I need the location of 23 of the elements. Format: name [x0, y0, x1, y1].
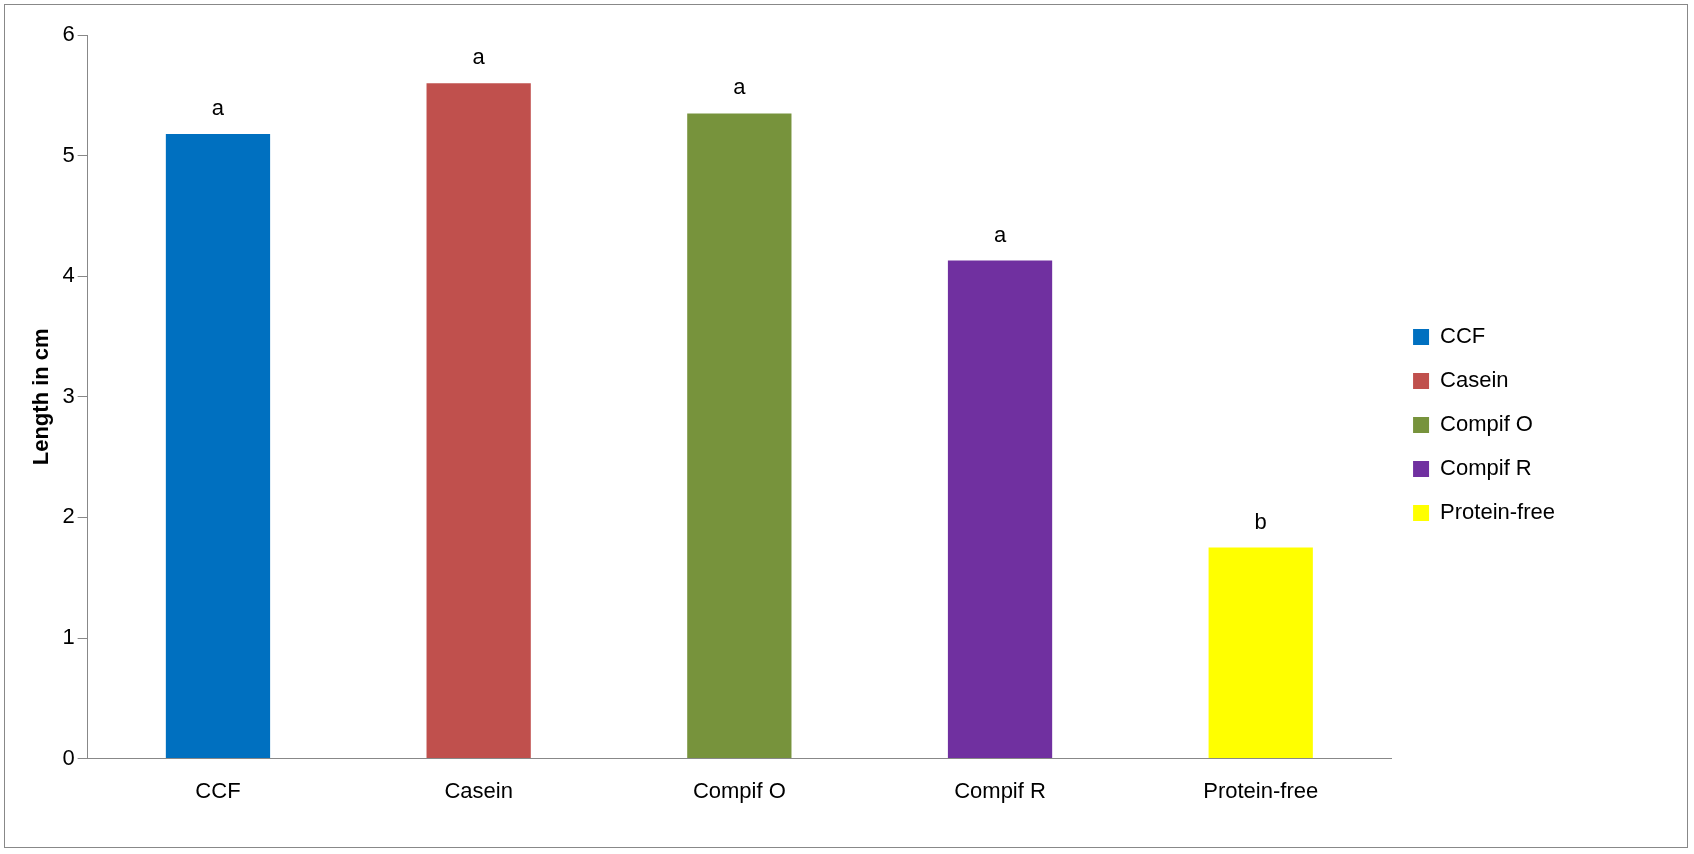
legend-label: Protein-free	[1440, 499, 1556, 525]
annotation: a	[472, 44, 486, 70]
x-tick-label: Compif O	[692, 777, 786, 803]
annotation: a	[211, 94, 225, 120]
annotation: a	[733, 74, 747, 100]
y-tick-label: 3	[62, 382, 75, 408]
x-tick-label: CCF	[195, 777, 241, 803]
legend-label: Casein	[1440, 367, 1509, 393]
y-tick-label: 5	[62, 141, 75, 167]
y-axis-title: Length in cm	[28, 328, 54, 466]
y-tick-label: 1	[62, 624, 75, 650]
annotation: a	[993, 221, 1007, 247]
y-tick-label: 2	[62, 503, 75, 529]
legend-label: Compif O	[1440, 411, 1533, 437]
annotation: b	[1254, 508, 1267, 534]
y-tick-label: 6	[62, 21, 75, 47]
legend-label: Compif R	[1440, 455, 1532, 481]
y-tick-label: 4	[62, 262, 75, 288]
x-tick-label: Casein	[444, 777, 513, 803]
legend-label: CCF	[1440, 323, 1486, 349]
x-tick-label: Protein-free	[1203, 777, 1319, 803]
x-tick-label: Compif R	[954, 777, 1046, 803]
y-tick-label: 0	[62, 744, 75, 770]
